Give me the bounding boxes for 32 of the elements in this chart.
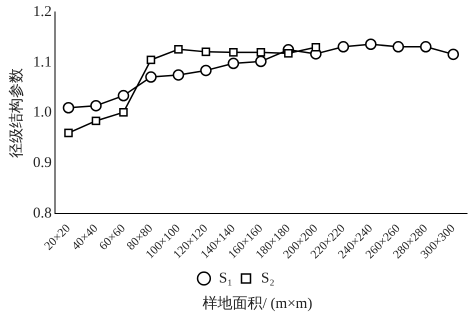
point [229,48,238,57]
point [255,56,267,68]
point [145,71,157,83]
point [64,128,73,138]
point [448,48,460,60]
point [420,41,432,53]
y-tick-label: 1.1 [33,54,52,70]
legend-label: S₂ [261,270,275,286]
y-tick-label: 0.9 [33,155,52,172]
point [118,90,130,102]
point [92,116,100,126]
point [90,100,102,112]
y-tick-label: 1.0 [33,104,52,121]
x-axis-title: 样地面积/ (m×m) [202,294,314,313]
point [202,48,210,56]
point [284,49,293,58]
point [392,41,404,53]
point [200,64,212,76]
point [62,102,74,114]
point [338,41,350,53]
y-tick-label: 0.8 [33,206,52,222]
y-tick-label: 1.2 [33,4,52,20]
point [174,45,183,54]
point [312,42,320,52]
point [228,58,240,70]
point [146,56,156,64]
point [256,48,266,57]
legend-label: S₁ [218,270,233,286]
point [172,69,184,81]
y-axis-title: 径级结构参数 [8,68,25,158]
point [119,108,128,117]
point [365,38,377,50]
